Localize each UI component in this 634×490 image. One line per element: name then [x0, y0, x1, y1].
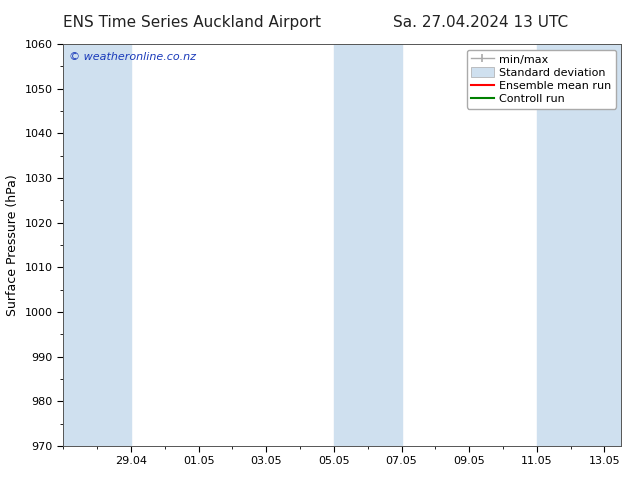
Legend: min/max, Standard deviation, Ensemble mean run, Controll run: min/max, Standard deviation, Ensemble me… [467, 49, 616, 109]
Bar [537, 44, 621, 446]
Y-axis label: Surface Pressure (hPa): Surface Pressure (hPa) [6, 174, 19, 316]
Text: ENS Time Series Auckland Airport: ENS Time Series Auckland Airport [63, 15, 321, 30]
Bar [334, 44, 401, 446]
Bar [63, 44, 131, 446]
Text: Sa. 27.04.2024 13 UTC: Sa. 27.04.2024 13 UTC [393, 15, 568, 30]
Text: © weatheronline.co.nz: © weatheronline.co.nz [69, 52, 196, 62]
